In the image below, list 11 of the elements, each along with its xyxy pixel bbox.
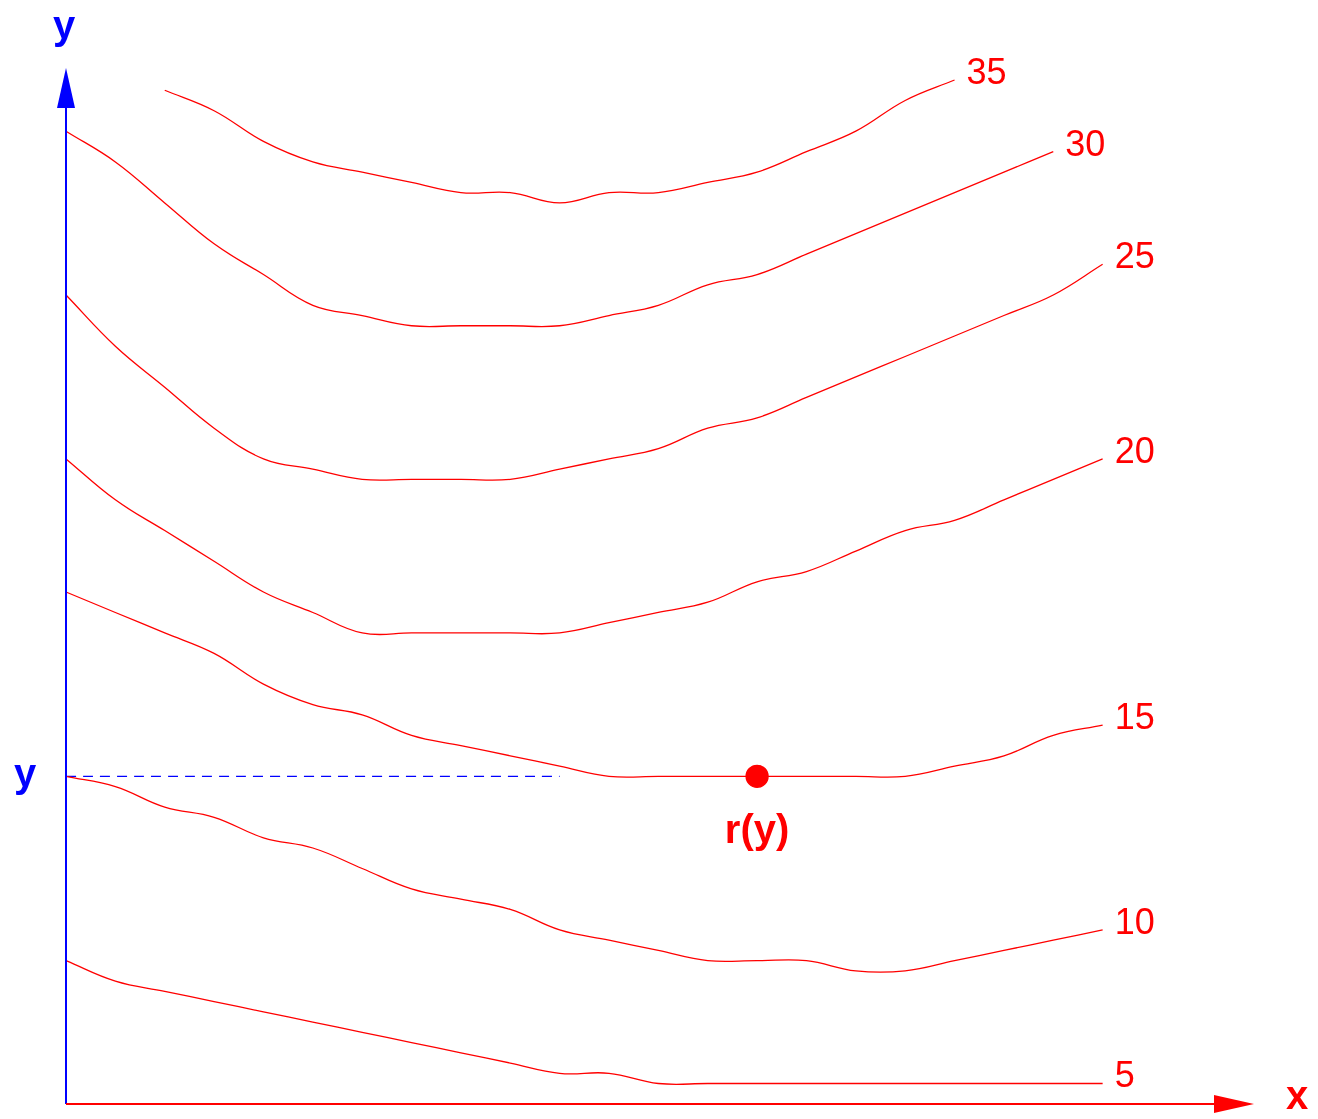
- annotation: r(y): [724, 807, 790, 852]
- series-label: 5: [1114, 1054, 1135, 1096]
- series-label: 35: [966, 50, 1007, 92]
- series-label: 20: [1114, 429, 1155, 471]
- x-axis-title: x: [1285, 1073, 1309, 1118]
- series-label: 15: [1114, 696, 1155, 738]
- y-axis-title: y: [52, 3, 76, 48]
- series-label: 10: [1114, 900, 1155, 942]
- series-label: 30: [1065, 122, 1106, 164]
- series-label: 25: [1114, 235, 1155, 277]
- text: y: [13, 751, 37, 796]
